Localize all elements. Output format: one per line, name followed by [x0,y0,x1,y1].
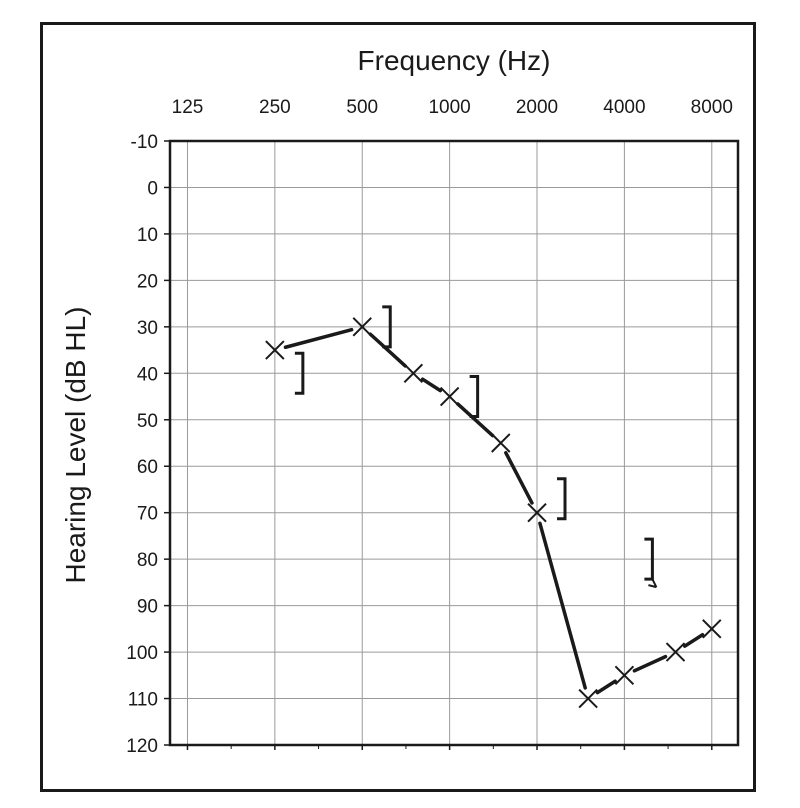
chart-frame: Frequency (Hz) Hearing Level (dB HL) 125… [40,22,756,792]
x-tick-label: 2000 [516,97,558,118]
y-tick-label: 40 [137,364,158,385]
audiogram-chart: Frequency (Hz) Hearing Level (dB HL) 125… [60,45,740,757]
bracket-marker [557,477,567,521]
x-tick-label: 125 [172,97,204,118]
x-marker [491,433,511,453]
bracket-marker [469,375,480,419]
x-tick-label: 500 [346,97,378,118]
x-tick-labels: 125 250 500 1000 2000 4000 8000 [172,97,733,118]
y-axis-label: Hearing Level (dB HL) [60,306,91,583]
y-tick-label: 30 [137,318,158,339]
data-series [265,305,722,709]
x-marker [614,665,635,686]
x-tick-label: 250 [259,97,291,118]
plot-area [168,139,740,747]
connecting-line [420,377,443,393]
y-tick-label: 110 [128,690,158,711]
y-tick-label: -10 [131,132,158,153]
x-marker [439,386,460,407]
connecting-line [632,654,668,673]
y-tick-label: 90 [137,597,158,618]
grid [164,140,738,750]
connecting-line [456,402,495,438]
connecting-line [368,332,407,368]
x-marker [702,619,722,639]
y-tick-label: 80 [137,550,158,571]
x-marker [265,340,285,360]
connecting-line [283,327,354,350]
chart-title: Frequency (Hz) [358,45,551,76]
y-tick-label: 20 [137,271,158,292]
x-marker [527,502,547,523]
y-tick-label: 60 [137,457,158,478]
y-tick-label: 100 [126,643,158,664]
x-tick-label: 4000 [603,97,645,118]
connecting-line [504,451,534,505]
x-tick-label: 8000 [691,97,733,118]
x-marker [352,317,372,337]
bracket-marker [294,351,305,395]
y-tick-label: 50 [137,411,158,432]
x-marker [578,688,598,709]
bracket-marker [644,537,654,581]
y-tick-label: 120 [126,736,158,757]
y-tick-label: 10 [137,225,158,246]
no-response-arrow [648,578,658,589]
x-marker [665,642,686,662]
y-tick-label: 0 [147,178,158,199]
x-marker [403,363,424,384]
y-tick-label: 70 [137,504,158,525]
connecting-line [538,521,587,690]
series-bracket-symbols [294,305,658,589]
connecting-line [683,633,705,648]
y-tick-labels: -10 0 10 20 30 40 50 60 70 80 90 100 110 120 [126,132,158,757]
x-tick-label: 1000 [428,97,470,118]
series-x-symbols [265,317,722,709]
connecting-line [595,679,617,695]
bracket-marker [382,305,392,349]
